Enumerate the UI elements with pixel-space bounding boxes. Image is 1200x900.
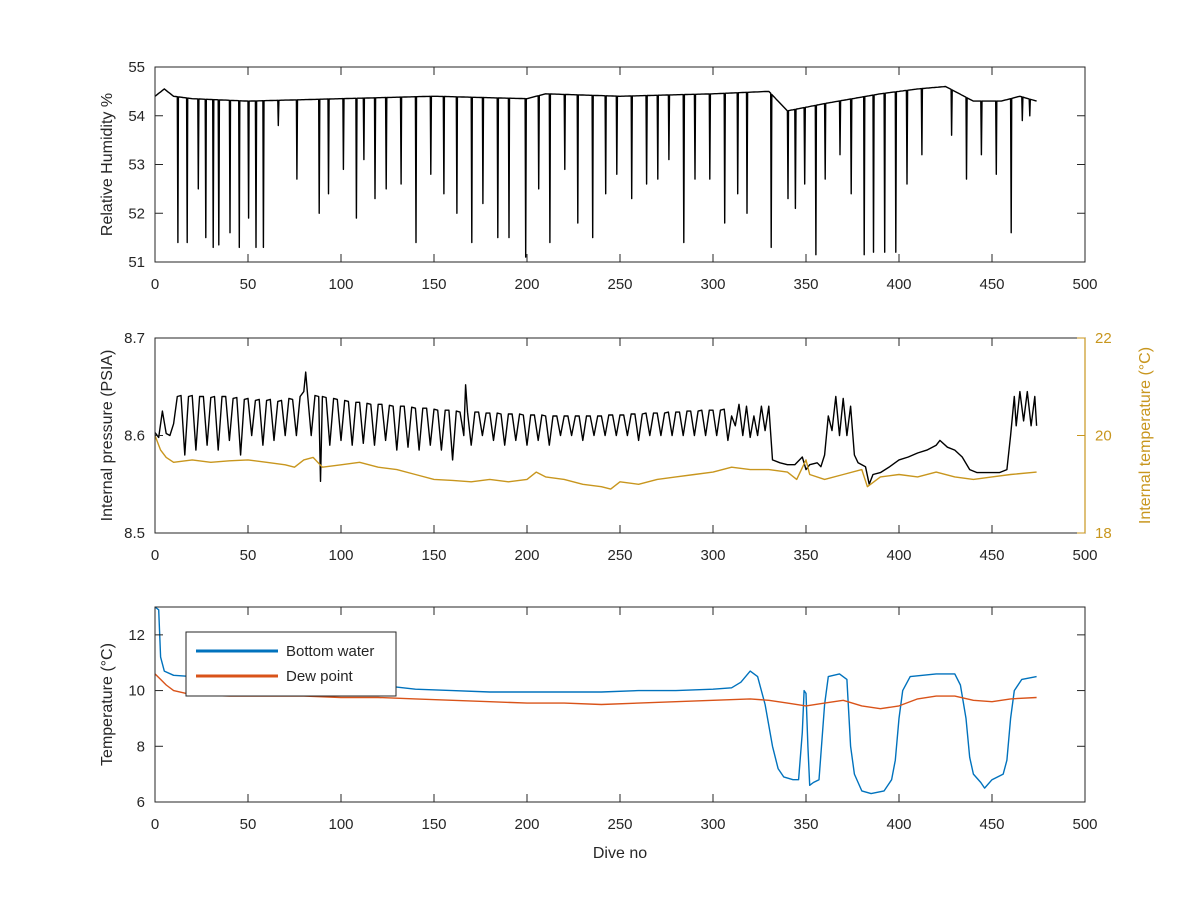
x-tick-label: 350 — [793, 547, 818, 564]
y-tick-label: 55 — [128, 59, 145, 76]
y-tick-label: 51 — [128, 254, 145, 271]
series-line-bottom-water — [155, 607, 1037, 795]
y-tick-label: 8 — [137, 738, 145, 755]
x-tick-label: 150 — [421, 276, 446, 293]
y-right-tick-label: 20 — [1095, 428, 1112, 445]
x-tick-label: 400 — [886, 816, 911, 833]
x-axis-label: Dive no — [593, 845, 647, 862]
y-tick-label: 6 — [137, 794, 145, 811]
panel-relative-humidity: 0 50 100 150 200 250 300 350 400 450 500 51 52 53 54 55… — [99, 59, 1098, 293]
x-tick-label: 350 — [793, 276, 818, 293]
legend-label: Dew point — [286, 668, 354, 685]
x-tick-label: 300 — [700, 816, 725, 833]
legend: Bottom water Dew point — [185, 631, 397, 697]
y-axis-label: Internal pressure (PSIA) — [99, 350, 116, 522]
y-tick-label: 10 — [128, 683, 145, 700]
x-tick-label: 250 — [607, 276, 632, 293]
y-tick-label: 12 — [128, 627, 145, 644]
x-tick-label: 300 — [700, 547, 725, 564]
x-tick-label: 200 — [514, 547, 539, 564]
panel-temperature: 0 50 100 150 200 250 300 350 400 450 500 6 8 10 12 Temp… — [99, 606, 1098, 833]
y-right-tick-label: 18 — [1095, 525, 1112, 542]
y-tick-label: 53 — [128, 157, 145, 174]
x-tick-label: 0 — [151, 816, 159, 833]
series-line-0-0 — [155, 85, 1037, 258]
legend-label: Bottom water — [286, 643, 374, 660]
y-axis-label: Temperature (°C) — [99, 643, 116, 766]
series-line-1-1 — [155, 435, 1037, 490]
y-tick-label: 8.5 — [124, 525, 145, 542]
x-tick-label: 0 — [151, 276, 159, 293]
x-tick-label: 250 — [607, 547, 632, 564]
x-tick-label: 400 — [886, 547, 911, 564]
y-right-tick-label: 22 — [1095, 330, 1112, 347]
series-line-1-0 — [155, 371, 1038, 485]
x-tick-label: 250 — [607, 816, 632, 833]
x-tick-label: 200 — [514, 816, 539, 833]
x-tick-label: 450 — [979, 547, 1004, 564]
y-axis-label: Relative Humidity % — [99, 93, 116, 236]
x-tick-label: 500 — [1072, 547, 1097, 564]
panel-internal-pressure: 0 50 100 150 200 250 300 350 400 450 500 8.5 8.6 8.7 1… — [99, 330, 1154, 564]
x-tick-label: 100 — [328, 276, 353, 293]
x-tick-label: 100 — [328, 547, 353, 564]
x-tick-label: 400 — [886, 276, 911, 293]
y-tick-label: 52 — [128, 205, 145, 222]
y-tick-label: 8.7 — [124, 330, 145, 347]
x-tick-label: 50 — [240, 816, 257, 833]
x-tick-label: 100 — [328, 816, 353, 833]
x-tick-label: 200 — [514, 276, 539, 293]
x-tick-label: 150 — [421, 816, 446, 833]
x-tick-label: 300 — [700, 276, 725, 293]
y-right-axis-label: Internal temperature (°C) — [1137, 347, 1154, 524]
x-tick-label: 450 — [979, 816, 1004, 833]
x-tick-label: 450 — [979, 276, 1004, 293]
x-tick-label: 50 — [240, 276, 257, 293]
y-tick-label: 8.6 — [124, 428, 145, 445]
axes-frame — [154, 337, 1086, 534]
x-tick-label: 500 — [1072, 276, 1097, 293]
x-tick-label: 150 — [421, 547, 446, 564]
x-tick-label: 350 — [793, 816, 818, 833]
x-tick-label: 50 — [240, 547, 257, 564]
x-tick-label: 500 — [1072, 816, 1097, 833]
x-tick-label: 0 — [151, 547, 159, 564]
y-tick-label: 54 — [128, 108, 145, 125]
